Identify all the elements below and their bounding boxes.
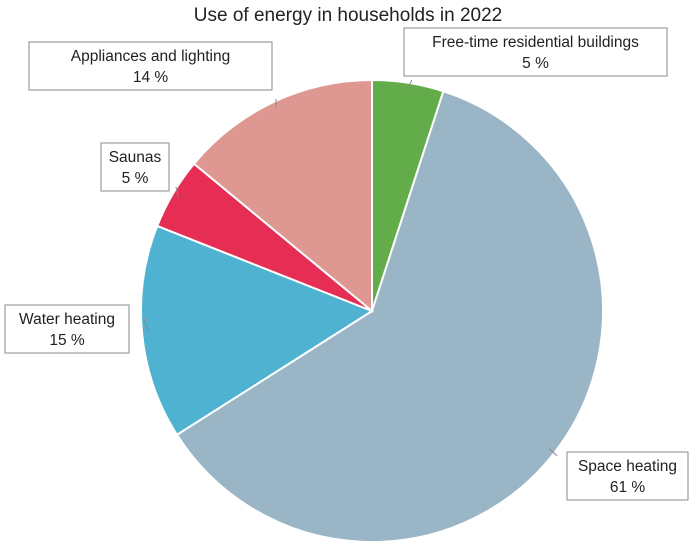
slice-label: Saunas — [109, 149, 162, 166]
chart-title: Use of energy in households in 2022 — [194, 5, 502, 26]
slice-value-label: 15 % — [49, 332, 85, 349]
slice-label: Space heating — [578, 458, 677, 475]
slice-value-label: 61 % — [610, 479, 646, 496]
slice-label: Water heating — [19, 311, 115, 328]
pie-slices — [141, 80, 603, 542]
slice-value-label: 5 % — [522, 55, 549, 72]
slice-label: Appliances and lighting — [71, 48, 230, 65]
slice-value-label: 14 % — [133, 69, 169, 86]
slice-label: Free-time residential buildings — [432, 34, 639, 51]
slice-value-label: 5 % — [122, 170, 149, 187]
